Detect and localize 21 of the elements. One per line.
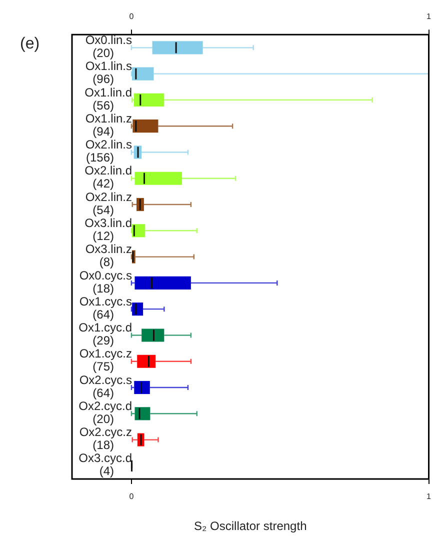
y-tick-label: Ox0.cyc.s (18) (79, 268, 132, 296)
y-tick-label: Ox2.cyc.s (64) (79, 372, 132, 400)
x2-tick-label: 0 (129, 12, 134, 22)
y-tick-label: Ox0.lin.s (20) (85, 32, 132, 60)
y-tick-label: Ox3.cyc.d (4) (78, 451, 132, 478)
y-tick-label: Ox1.lin.s (96) (85, 59, 132, 86)
y-tick-label: Ox1.cyc.s (64) (79, 294, 132, 322)
y-tick-label: Ox1.lin.z (94) (85, 111, 132, 138)
y-tick-label: Ox3.lin.z (8) (85, 242, 132, 270)
y-tick-label: Ox3.lin.d (12) (84, 216, 132, 243)
text: (e) (20, 35, 40, 52)
y-tick-label: Ox2.lin.d (42) (84, 164, 132, 191)
x-axis-title: S₂ Oscillator strength (194, 519, 307, 534)
y-tick-label: Ox1.cyc.d (29) (78, 320, 132, 348)
y-tick-label: Ox2.cyc.z (18) (79, 425, 132, 452)
y-tick-label: Ox1.cyc.z (75) (79, 346, 132, 374)
y-tick-label: Ox2.lin.z (54) (85, 190, 132, 217)
y-tick-label: Ox2.cyc.d (20) (78, 398, 132, 426)
x2-tick-label: 1 (426, 12, 432, 22)
y-tick-label: Ox2.lin.s (156) (85, 138, 132, 165)
y-tick-label: Ox1.lin.d (56) (84, 85, 132, 112)
